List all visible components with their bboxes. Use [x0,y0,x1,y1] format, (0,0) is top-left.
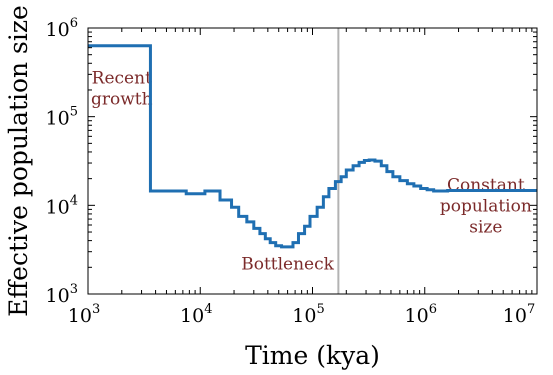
y-tick-label: 104 [46,193,78,218]
y-tick-label: 105 [46,105,78,130]
series-line [88,44,537,249]
x-tick-label: 104 [180,302,212,327]
y-tick-label: 106 [46,16,78,41]
tick-labels-layer: 103 104 105 106 107 103 104 105 106 [46,16,536,327]
x-tick-label: 106 [405,302,437,327]
y-axis-title: Effective population size [4,5,33,317]
annotation-1: Recent growth [91,69,153,110]
annotation-layer: Recent growth Bottleneck Constant population… [91,69,532,275]
annotation-3: Constant population size [440,176,532,238]
x-tick-label: 105 [292,302,324,327]
y-tick-label: 103 [46,282,78,307]
x-tick-label: 107 [503,302,535,327]
ticks-layer [87,27,538,295]
annotation-2: Bottleneck [241,254,334,274]
x-axis-title: Time (kya) [245,341,380,370]
x-tick-label: 103 [68,302,100,327]
